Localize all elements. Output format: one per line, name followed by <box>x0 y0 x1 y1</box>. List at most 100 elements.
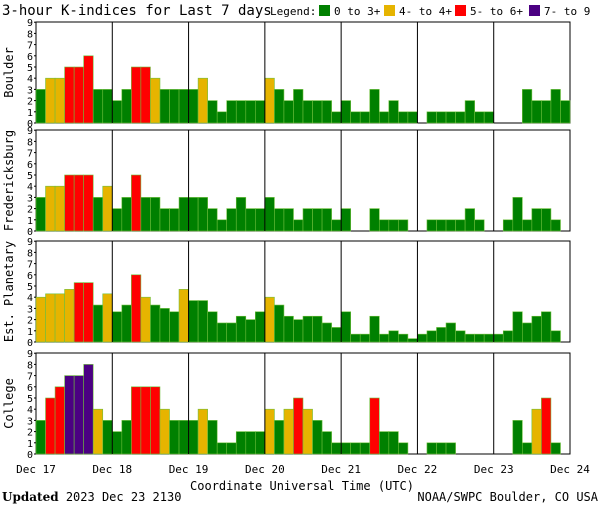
bar <box>445 442 456 455</box>
legend-title: Legend: <box>270 5 316 18</box>
bar <box>159 308 170 343</box>
bar <box>369 315 380 343</box>
chart-legend: Legend: 0 to 3+ 4- to 4+ 5- to 6+ 7- to 9 <box>270 5 590 18</box>
y-tick-label: 7 <box>27 41 33 52</box>
bar <box>331 111 342 124</box>
bar <box>483 111 495 124</box>
bar <box>302 408 313 455</box>
bar <box>474 219 485 232</box>
bar <box>398 111 409 124</box>
bar <box>64 289 75 343</box>
bar <box>293 89 304 124</box>
bar <box>255 100 266 124</box>
bar <box>54 293 65 343</box>
bar <box>83 364 94 455</box>
chart-panels: 0123456789Boulder0123456789Fredericksbur… <box>2 18 571 461</box>
bar <box>188 197 199 232</box>
bar <box>121 89 132 124</box>
y-tick-label: 4 <box>27 405 33 416</box>
bar <box>216 111 228 124</box>
legend-swatch-0 <box>319 5 330 16</box>
bar <box>264 77 275 124</box>
bar <box>359 333 371 343</box>
bar <box>188 420 199 455</box>
bar <box>464 333 475 343</box>
y-tick-label: 9 <box>27 237 33 248</box>
bar <box>131 274 142 343</box>
bar <box>493 333 504 343</box>
bar <box>111 208 123 232</box>
bar <box>92 197 104 232</box>
y-tick-label: 5 <box>27 171 33 182</box>
bar <box>245 431 256 455</box>
bar <box>255 311 266 343</box>
bar <box>226 100 237 124</box>
bar <box>522 322 533 343</box>
bar <box>197 300 208 343</box>
y-tick-label: 3 <box>27 85 33 96</box>
bar <box>73 375 84 455</box>
bar <box>188 89 199 124</box>
bar <box>169 208 180 232</box>
bar <box>83 174 94 232</box>
bar <box>73 282 84 343</box>
x-tick-label: Dec 20 <box>245 463 285 476</box>
bar <box>169 420 180 455</box>
y-tick-label: 7 <box>27 260 33 271</box>
bar <box>92 89 104 124</box>
bar <box>522 89 533 124</box>
legend-swatch-1 <box>384 5 395 16</box>
bar <box>293 219 304 232</box>
y-tick-label: 2 <box>27 428 33 439</box>
x-tick-label: Dec 22 <box>398 463 438 476</box>
bar <box>283 208 294 232</box>
bar <box>312 420 323 455</box>
panel-label: Est. Planetary <box>2 241 16 342</box>
bar <box>512 197 523 232</box>
bar <box>293 319 304 343</box>
bar <box>464 208 475 232</box>
bar <box>541 208 552 232</box>
updated-value: 2023 Dec 23 2130 <box>65 490 182 504</box>
updated-footer: Updated 2023 Dec 23 2130 <box>2 490 181 504</box>
bar <box>331 219 342 232</box>
bar <box>331 442 342 455</box>
y-tick-label: 0 <box>27 227 33 238</box>
bar <box>121 304 132 343</box>
bar <box>388 100 399 124</box>
bar <box>235 315 247 343</box>
bar <box>293 397 304 455</box>
bar <box>407 111 418 124</box>
bar <box>264 408 275 455</box>
y-tick-label: 6 <box>27 271 33 282</box>
y-tick-label: 9 <box>27 349 33 360</box>
bar <box>436 219 447 232</box>
y-tick-label: 8 <box>27 360 33 371</box>
bar <box>512 420 523 455</box>
bar <box>531 408 542 455</box>
bar <box>378 219 390 232</box>
bar <box>35 420 46 455</box>
bar <box>121 420 132 455</box>
bar <box>522 442 533 455</box>
bar <box>359 111 371 124</box>
bar <box>445 111 456 124</box>
bar <box>531 315 542 343</box>
bar <box>436 111 447 124</box>
y-tick-label: 2 <box>27 316 33 327</box>
bar <box>388 431 399 455</box>
y-tick-label: 1 <box>27 439 33 450</box>
bar <box>83 55 94 124</box>
bar <box>560 100 571 124</box>
y-tick-label: 6 <box>27 52 33 63</box>
bar <box>321 431 332 455</box>
bar <box>436 442 447 455</box>
bar <box>197 77 208 124</box>
bar <box>369 397 380 455</box>
y-tick-label: 1 <box>27 216 33 227</box>
y-tick-label: 8 <box>27 248 33 259</box>
bar <box>283 408 294 455</box>
bar <box>531 208 542 232</box>
